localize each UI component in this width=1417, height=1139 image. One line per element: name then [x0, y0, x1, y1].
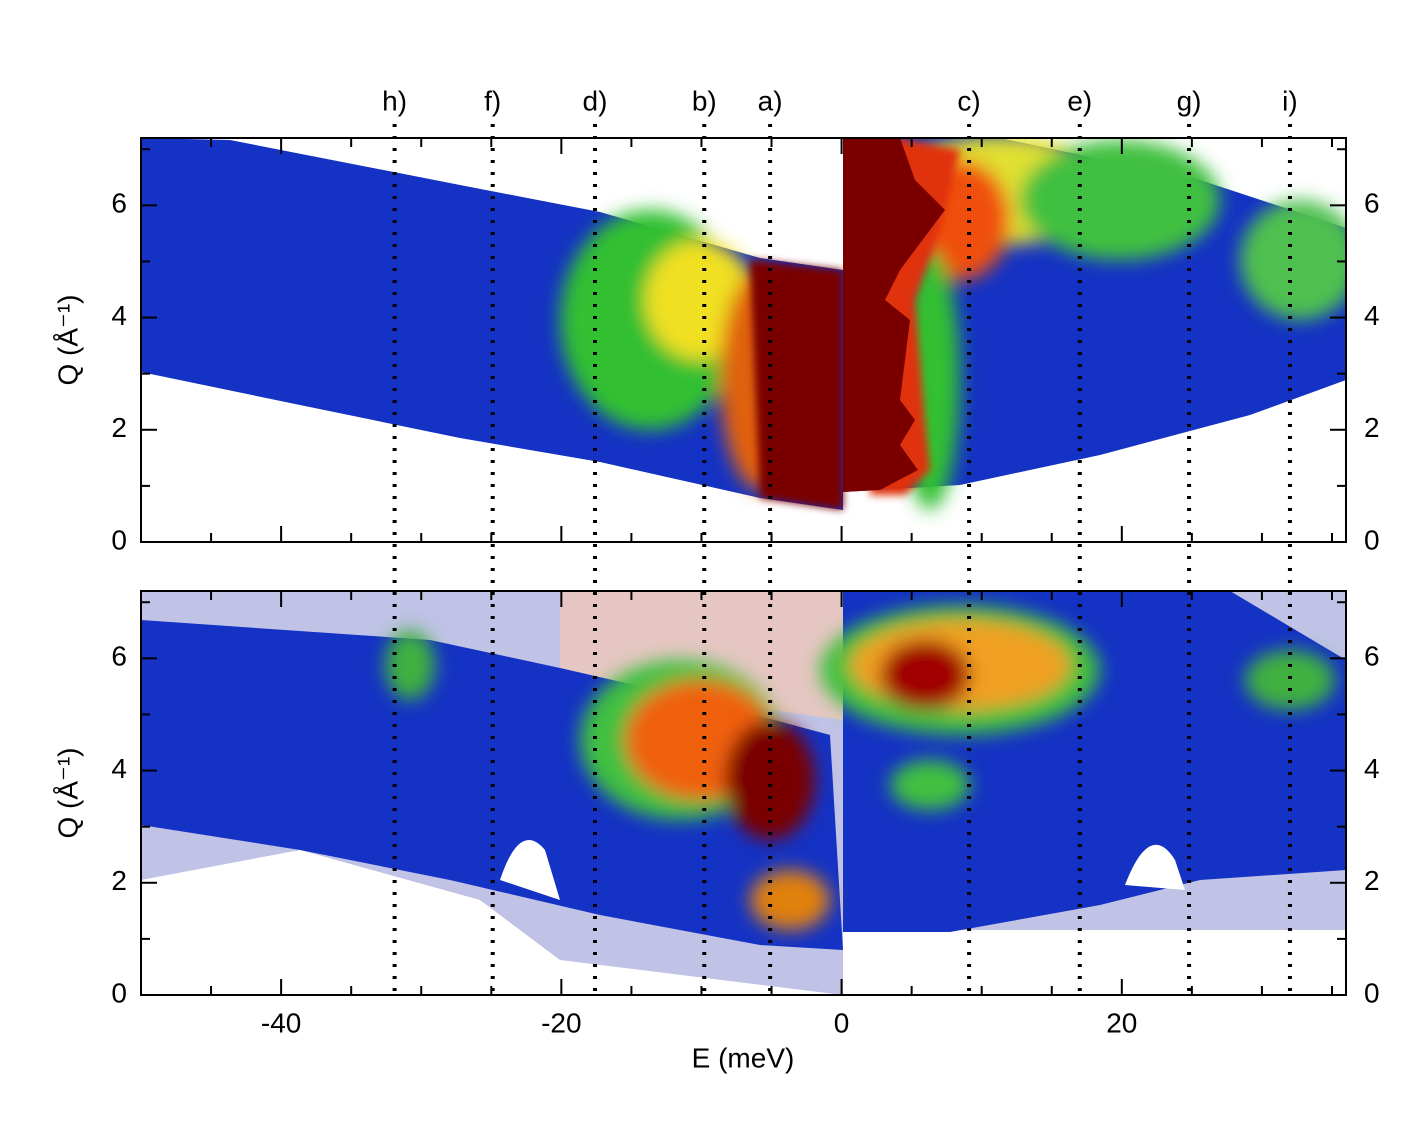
- y-axis-label: Q (Å⁻¹): [52, 748, 83, 839]
- y-tick-label: 0: [111, 524, 127, 555]
- y-tick-label: 6: [111, 641, 127, 672]
- y-tick-label: 4: [111, 753, 127, 784]
- y-tick-label: 4: [111, 300, 127, 331]
- y-tick-label: 2: [1364, 865, 1380, 896]
- heatmap-top: [141, 138, 1346, 510]
- panel-frame: [140, 137, 1347, 543]
- y-tick-label: 0: [1364, 977, 1380, 1008]
- marker-label: i): [1282, 85, 1298, 116]
- y-tick-label: 0: [111, 977, 127, 1008]
- marker-label: b): [692, 85, 717, 116]
- y-tick-label: 6: [111, 188, 127, 219]
- x-tick-label: -40: [261, 1007, 301, 1038]
- marker-label: a): [758, 85, 783, 116]
- panel-frame: [140, 590, 1347, 996]
- heatmap-bottom: [141, 591, 1346, 995]
- x-tick-label: -20: [541, 1007, 581, 1038]
- y-tick-label: 2: [1364, 412, 1380, 443]
- x-axis-label: E (meV): [692, 1042, 795, 1073]
- x-tick-label: 20: [1106, 1007, 1137, 1038]
- marker-label: e): [1067, 85, 1092, 116]
- y-tick-label: 2: [111, 412, 127, 443]
- y-tick-label: 4: [1364, 753, 1380, 784]
- x-tick-label: 0: [834, 1007, 850, 1038]
- marker-label: g): [1177, 85, 1202, 116]
- y-tick-label: 6: [1364, 188, 1380, 219]
- marker-label: c): [957, 85, 980, 116]
- marker-label: f): [484, 85, 501, 116]
- y-tick-label: 6: [1364, 641, 1380, 672]
- marker-label: d): [583, 85, 608, 116]
- y-tick-label: 0: [1364, 524, 1380, 555]
- marker-label: h): [382, 85, 407, 116]
- y-tick-label: 2: [111, 865, 127, 896]
- y-tick-label: 4: [1364, 300, 1380, 331]
- y-axis-label: Q (Å⁻¹): [52, 295, 83, 386]
